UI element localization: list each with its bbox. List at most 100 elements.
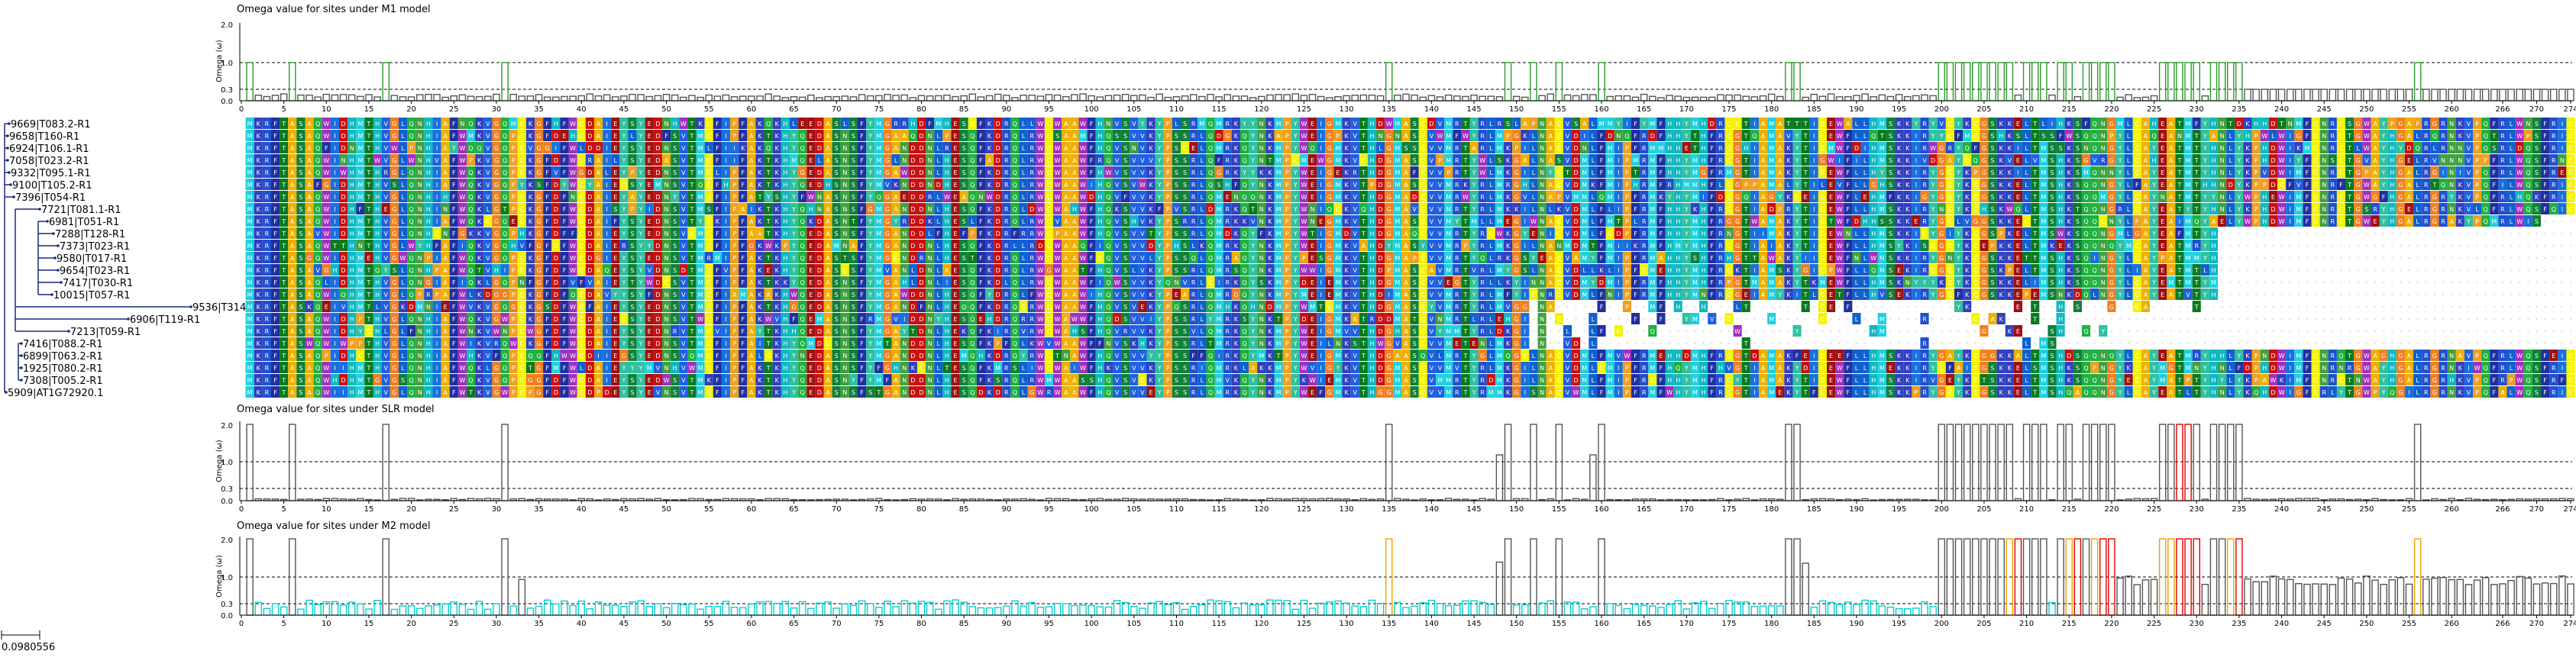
- residue-letter: C: [1421, 194, 1425, 201]
- residue-letter: S: [1175, 182, 1178, 189]
- m1-site-bar: [790, 96, 798, 102]
- residue-letter: F: [563, 157, 567, 164]
- residue-cell: [696, 130, 705, 141]
- residue-letter: F: [2493, 206, 2497, 213]
- residue-letter: D: [1574, 157, 1579, 164]
- residue-letter: S: [2059, 145, 2063, 152]
- residue-letter: A: [596, 133, 601, 140]
- residue-letter: G: [1514, 133, 1519, 140]
- residue-cell: [1912, 130, 1921, 141]
- residue-letter: I: [436, 206, 438, 213]
- residue-letter: W: [2516, 169, 2523, 176]
- residue-letter: I: [1320, 133, 1322, 140]
- m1-site-bar: [1495, 96, 1504, 102]
- m1-site-bar: [441, 96, 449, 102]
- residue-cell: [2243, 118, 2252, 129]
- residue-letter: L: [1863, 182, 1867, 189]
- residue-letter: T: [2228, 121, 2232, 127]
- residue-letter: T: [690, 218, 694, 225]
- residue-letter: R: [1225, 206, 1230, 213]
- residue-letter: H: [1676, 206, 1680, 213]
- residue-letter: A: [749, 182, 754, 189]
- residue-letter: H: [375, 133, 380, 140]
- residue-letter: M: [1582, 206, 1587, 213]
- residue-letter: F: [1634, 145, 1637, 152]
- residue-letter: L: [2127, 206, 2131, 213]
- residue-letter: K: [1268, 133, 1272, 140]
- m1-site-bar: [535, 94, 543, 102]
- residue-cell: [1631, 130, 1640, 141]
- residue-letter: G: [2109, 194, 2114, 201]
- residue-cell: [908, 142, 917, 153]
- residue-cell: [449, 130, 458, 141]
- residue-letter: M: [1301, 157, 1307, 164]
- residue-letter: G: [2356, 133, 2361, 140]
- residue-letter: I: [2561, 145, 2563, 152]
- residue-letter: D: [655, 121, 660, 127]
- residue-cell: [1138, 118, 1147, 129]
- residue-cell: [2498, 130, 2507, 141]
- residue-letter: A: [664, 157, 669, 164]
- residue-cell: [1665, 130, 1674, 141]
- residue-letter: D: [341, 182, 345, 189]
- residue-cell: [739, 142, 748, 153]
- residue-letter: L: [937, 194, 941, 201]
- residue-letter: T: [1744, 206, 1748, 213]
- residue-letter: S: [1123, 133, 1127, 140]
- m1-site-bar: [433, 94, 441, 102]
- residue-cell: [1231, 118, 1240, 129]
- residue-letter: M: [1692, 157, 1698, 164]
- residue-letter: M: [247, 133, 253, 140]
- residue-letter: M: [1650, 145, 1655, 152]
- m1-site-bar: [1793, 62, 1801, 102]
- tree-tip: [20, 366, 23, 369]
- residue-letter: I: [334, 206, 335, 213]
- residue-letter: R: [1718, 145, 1723, 152]
- residue-letter: K: [1905, 133, 1910, 140]
- residue-letter: N: [2101, 206, 2106, 213]
- residue-letter: A: [2144, 157, 2148, 164]
- residue-letter: V: [681, 157, 686, 164]
- residue-cell: [1240, 118, 1249, 129]
- residue-letter: A: [1404, 157, 1408, 164]
- residue-cell: [2371, 118, 2380, 129]
- m1-site-bar: [1547, 93, 1554, 102]
- residue-letter: Y: [638, 218, 643, 225]
- residue-cell: [2073, 130, 2082, 141]
- m1-site-bar: [832, 95, 840, 102]
- residue-letter: Y: [1157, 121, 1162, 127]
- residue-cell: [747, 142, 756, 153]
- residue-letter: D: [996, 145, 1000, 152]
- m1-site-bar: [748, 95, 755, 102]
- residue-letter: E: [613, 133, 617, 140]
- m1-site-bar: [2090, 62, 2099, 102]
- tree-tip: [9, 183, 12, 186]
- residue-letter: L: [1592, 194, 1595, 201]
- residue-cell: [1784, 130, 1793, 141]
- residue-letter: M: [1582, 157, 1587, 164]
- m1-site-bar: [943, 94, 951, 102]
- residue-letter: V: [1140, 157, 1145, 164]
- residue-letter: T: [2177, 206, 2182, 213]
- residue-letter: T: [1795, 121, 1799, 127]
- residue-letter: A: [1404, 182, 1408, 189]
- residue-letter: S: [2331, 157, 2335, 164]
- residue-letter: W: [1386, 121, 1392, 127]
- residue-letter: Q: [1106, 133, 1110, 140]
- residue-letter: F: [452, 218, 456, 225]
- residue-cell: [1877, 130, 1886, 141]
- residue-cell: [1478, 118, 1487, 129]
- residue-letter: G: [885, 169, 890, 176]
- residue-letter: C: [1047, 121, 1052, 127]
- m1-site-bar: [2252, 89, 2260, 102]
- taxon-label: 7058|T023.2-R1: [9, 156, 89, 167]
- residue-letter: H: [2211, 157, 2216, 164]
- residue-cell: [2422, 130, 2431, 141]
- residue-letter: C: [1362, 157, 1366, 164]
- m1-site-bar: [2507, 89, 2515, 102]
- residue-letter: G: [885, 194, 890, 201]
- m1-site-bar: [637, 94, 645, 102]
- residue-letter: C: [2135, 169, 2140, 176]
- residue-letter: L: [1514, 121, 1518, 127]
- residue-cell: [1240, 142, 1249, 153]
